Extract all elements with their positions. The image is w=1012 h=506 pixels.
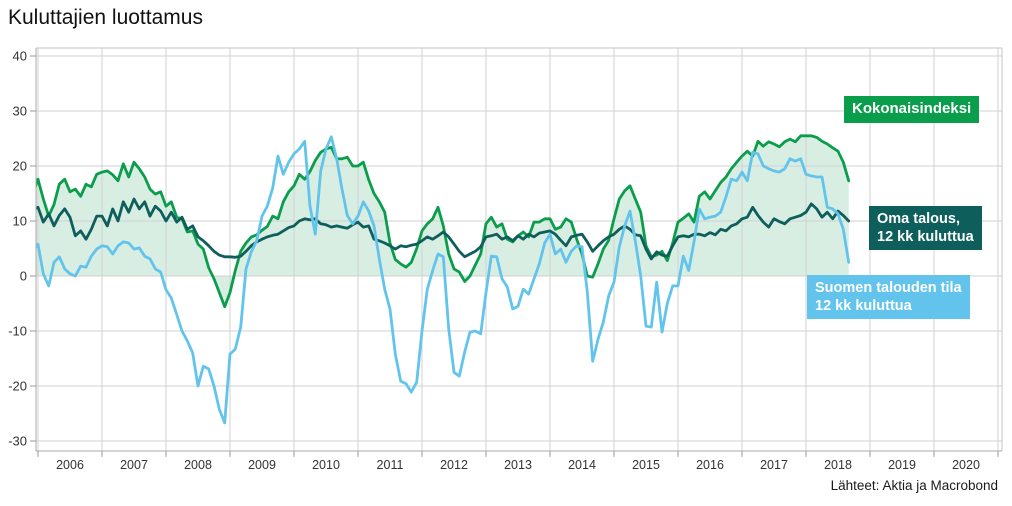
y-tick-label: -10 xyxy=(8,324,27,339)
y-axis-labels: 40 30 20 10 0 -10 -20 -30 xyxy=(8,49,27,449)
series-line-0 xyxy=(36,134,851,309)
chart-title: Kuluttajien luottamus xyxy=(8,6,203,29)
x-tick-label: 2014 xyxy=(568,458,596,472)
plot-frame xyxy=(35,47,1003,452)
series-line-2 xyxy=(36,135,851,425)
x-tick-label: 2018 xyxy=(824,458,852,472)
y-tick-label: 20 xyxy=(13,159,27,174)
legend-oma-talous: Oma talous, 12 kk kuluttua xyxy=(869,206,982,251)
x-tick-label: 2015 xyxy=(632,458,660,472)
legend-suomen-talouden-tila: Suomen talouden tila 12 kk kuluttua xyxy=(807,275,970,320)
x-tick-label: 2020 xyxy=(952,458,980,472)
source-note: Lähteet: Aktia ja Macrobond xyxy=(830,478,998,493)
x-tick-label: 2012 xyxy=(440,458,468,472)
series-line-1 xyxy=(36,197,851,261)
x-tick-label: 2007 xyxy=(120,458,148,472)
x-tick-label: 2006 xyxy=(56,458,84,472)
legend-kokonaisindeksi: Kokonaisindeksi xyxy=(844,96,980,123)
y-tick-label: 30 xyxy=(13,104,27,119)
x-tick-label: 2009 xyxy=(248,458,276,472)
x-tick-label: 2016 xyxy=(696,458,724,472)
x-tick-label: 2010 xyxy=(312,458,340,472)
x-tick-label: 2011 xyxy=(377,458,404,472)
area-fill-kokonaisindeksi xyxy=(36,135,849,307)
y-tick-label: -20 xyxy=(8,379,27,394)
y-tick-label: 10 xyxy=(13,214,27,229)
x-tick-label: 2017 xyxy=(760,458,788,472)
y-tick-label: 0 xyxy=(20,269,27,284)
y-tick-label: 40 xyxy=(13,49,27,64)
y-tick-label: -30 xyxy=(8,434,27,449)
x-axis-labels: 2006 2007 2008 2009 2010 2011 2012 2013 2014 2015… xyxy=(56,458,980,472)
tick-marks xyxy=(30,55,999,457)
x-tick-label: 2013 xyxy=(504,458,532,472)
x-tick-label: 2008 xyxy=(184,458,212,472)
x-tick-label: 2019 xyxy=(888,458,916,472)
